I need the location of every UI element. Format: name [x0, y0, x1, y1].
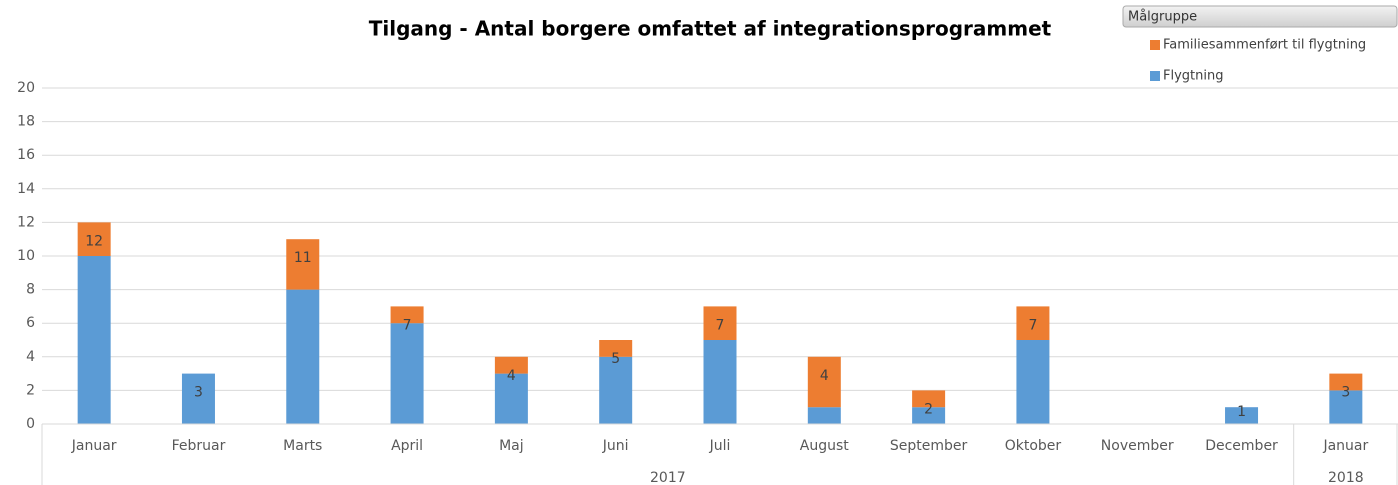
y-tick-label: 10 [17, 248, 35, 264]
y-tick-label: 8 [26, 282, 35, 298]
legend-label: Flygtning [1163, 69, 1223, 84]
x-tick-label: Juli [709, 438, 731, 454]
bar-segment [703, 306, 737, 340]
y-tick-label: 4 [26, 349, 35, 365]
x-tick-label: Oktober [1005, 438, 1062, 454]
x-tick-label: December [1205, 438, 1278, 454]
chart-title: Tilgang - Antal borgere omfattet af inte… [369, 17, 1052, 41]
x-tick-label: Januar [1322, 438, 1368, 454]
legend-label: Familiesammenført til flygtning [1163, 38, 1366, 53]
legend-title: Målgruppe [1128, 10, 1197, 25]
legend-swatch [1150, 71, 1160, 81]
data-label: 11 [294, 250, 312, 266]
data-label: 7 [716, 317, 725, 333]
bar-segment [77, 256, 111, 424]
bar-segment [286, 289, 320, 424]
legend-header[interactable] [1122, 5, 1398, 28]
y-tick-label: 14 [17, 181, 35, 197]
bar-segment [1225, 407, 1259, 424]
bar-segment [77, 222, 111, 256]
data-label: 3 [1341, 385, 1350, 401]
bar-segment [494, 356, 528, 374]
y-tick-label: 20 [17, 80, 35, 96]
x-tick-label: Maj [499, 438, 524, 454]
bar-segment [807, 407, 841, 424]
y-tick-label: 18 [17, 114, 35, 130]
x-tick-label: August [800, 438, 850, 454]
bar-segment [1329, 373, 1363, 391]
data-label: 7 [403, 317, 412, 333]
x-tick-label: April [391, 438, 423, 454]
data-label: 7 [1028, 317, 1037, 333]
data-label: 3 [194, 385, 203, 401]
bar-segment [703, 340, 737, 424]
group-label: 2017 [650, 470, 686, 485]
bar-segment [1016, 306, 1050, 340]
bar-segment [181, 373, 215, 424]
bar-segment [599, 340, 633, 357]
data-label: 2 [924, 401, 933, 417]
x-tick-label: Juni [602, 438, 629, 454]
bar-segment [286, 239, 320, 290]
data-label: 4 [820, 368, 829, 384]
x-tick-label: Marts [283, 438, 322, 454]
data-label: 12 [85, 233, 103, 249]
y-tick-label: 16 [17, 147, 35, 163]
y-tick-label: 12 [17, 214, 35, 230]
y-tick-label: 0 [26, 416, 35, 432]
legend-swatch [1150, 40, 1160, 50]
bar-segment [912, 390, 946, 408]
bar-segment [1329, 390, 1363, 424]
bar-segment [390, 306, 424, 324]
y-tick-label: 6 [26, 315, 35, 331]
data-label: 5 [611, 351, 620, 367]
bar-segment [494, 373, 528, 424]
bar-segment [912, 407, 946, 424]
bar-segment [807, 356, 841, 408]
bar-segment [599, 356, 633, 424]
data-label: 1 [1237, 404, 1246, 420]
x-tick-label: Januar [71, 438, 117, 454]
data-label: 4 [507, 368, 516, 384]
x-tick-label: September [890, 438, 968, 454]
x-tick-label: Februar [172, 438, 226, 454]
y-tick-label: 2 [26, 382, 35, 398]
bar-segment [1016, 340, 1050, 424]
x-tick-label: November [1101, 438, 1174, 454]
bar-segment [390, 323, 424, 424]
group-label: 2018 [1328, 470, 1364, 485]
